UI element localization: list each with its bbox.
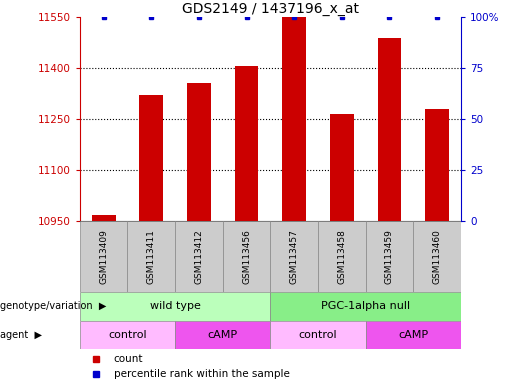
Bar <box>366 221 413 292</box>
Bar <box>187 83 211 221</box>
Bar <box>330 114 354 221</box>
Title: GDS2149 / 1437196_x_at: GDS2149 / 1437196_x_at <box>182 2 359 16</box>
Text: control: control <box>299 330 337 340</box>
Bar <box>318 221 366 292</box>
Bar <box>175 221 222 292</box>
Text: genotype/variation  ▶: genotype/variation ▶ <box>0 301 107 311</box>
Text: GSM113459: GSM113459 <box>385 229 394 284</box>
Bar <box>140 95 163 221</box>
Text: control: control <box>108 330 147 340</box>
Text: GSM113457: GSM113457 <box>290 229 299 284</box>
Text: GSM113456: GSM113456 <box>242 229 251 284</box>
Bar <box>80 292 270 321</box>
Text: GSM113411: GSM113411 <box>147 229 156 284</box>
Bar <box>222 221 270 292</box>
Text: cAMP: cAMP <box>208 330 238 340</box>
Text: GSM113460: GSM113460 <box>433 229 441 284</box>
Bar <box>270 292 461 321</box>
Bar <box>425 109 449 221</box>
Text: wild type: wild type <box>150 301 200 311</box>
Bar <box>413 221 461 292</box>
Bar <box>282 17 306 221</box>
Text: GSM113458: GSM113458 <box>337 229 346 284</box>
Bar <box>80 321 175 349</box>
Text: agent  ▶: agent ▶ <box>0 330 42 340</box>
Bar <box>80 221 128 292</box>
Text: GSM113412: GSM113412 <box>195 229 203 284</box>
Bar <box>270 321 366 349</box>
Bar <box>175 321 270 349</box>
Text: percentile rank within the sample: percentile rank within the sample <box>114 369 289 379</box>
Bar <box>366 321 461 349</box>
Text: PGC-1alpha null: PGC-1alpha null <box>321 301 410 311</box>
Bar <box>377 38 401 221</box>
Bar <box>128 221 175 292</box>
Text: GSM113409: GSM113409 <box>99 229 108 284</box>
Bar <box>270 221 318 292</box>
Bar <box>235 66 259 221</box>
Bar <box>92 215 115 221</box>
Text: count: count <box>114 354 143 364</box>
Text: cAMP: cAMP <box>398 330 428 340</box>
